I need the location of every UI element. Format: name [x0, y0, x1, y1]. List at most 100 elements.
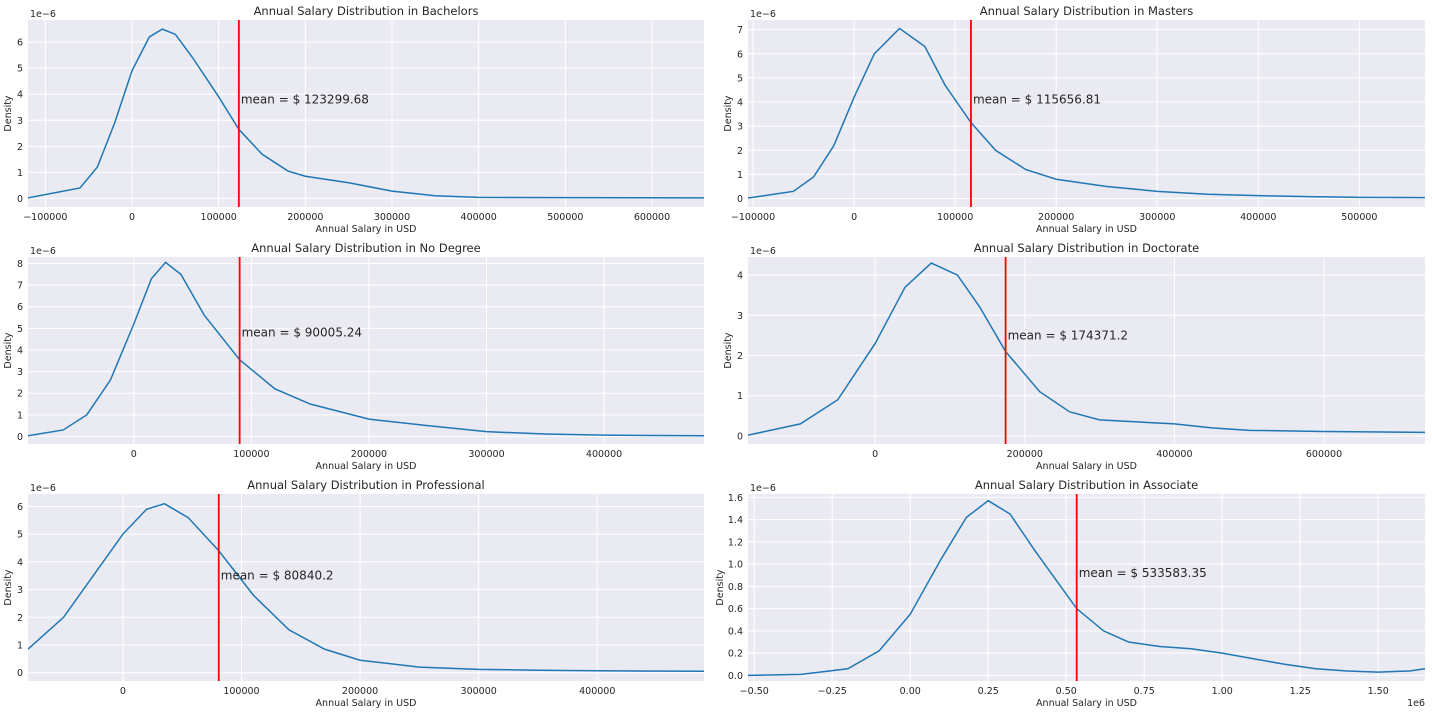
x-tick-label: 600000 — [634, 212, 670, 223]
y-tick-label: 0.6 — [728, 604, 743, 615]
y-tick-label: 5 — [17, 530, 23, 541]
subplot-2: mean = $ 90005.24 Annual Salary Distribut… — [3, 241, 704, 472]
x-tick-label: 200000 — [342, 686, 378, 697]
y-tick-label: 3 — [737, 311, 743, 322]
x-tick-label: 200000 — [287, 212, 323, 223]
x-tick-label: 100000 — [223, 686, 259, 697]
y-tick-label: 4 — [737, 271, 743, 282]
y-tick-label: 0 — [17, 668, 23, 679]
y-offset-label: 1e−6 — [30, 483, 56, 494]
plot-area — [28, 494, 704, 681]
y-tick-label: 1 — [17, 640, 23, 651]
y-tick-label: 1 — [17, 410, 23, 421]
y-tick-label: 1.6 — [728, 493, 743, 504]
x-offset-label: 1e6 — [1407, 698, 1425, 709]
x-axis-label: Annual Salary in USD — [316, 698, 417, 709]
x-tick-label: 0.00 — [900, 686, 921, 697]
y-tick-label: 4 — [737, 98, 743, 109]
x-tick-label: −0.50 — [740, 686, 769, 697]
y-tick-label: 5 — [737, 73, 743, 84]
x-tick-label: 1.00 — [1212, 686, 1233, 697]
subplot-5: mean = $ 533583.35 Annual Salary Distribu… — [715, 478, 1425, 709]
mean-annotation: mean = $ 174371.2 — [1008, 328, 1128, 342]
x-tick-label: 500000 — [1341, 212, 1377, 223]
x-tick-label: 0 — [131, 449, 137, 460]
x-tick-label: 100000 — [201, 212, 237, 223]
plot-area — [28, 20, 704, 207]
chart-title: Annual Salary Distribution in Profession… — [247, 478, 484, 492]
density-line — [28, 261, 704, 437]
y-axis-label: Density — [715, 569, 726, 605]
y-tick-label: 3 — [737, 122, 743, 133]
x-tick-label: 0.25 — [978, 686, 999, 697]
chart-title: Annual Salary Distribution in Associate — [975, 478, 1198, 492]
x-tick-label: 100000 — [233, 449, 269, 460]
chart-title: Annual Salary Distribution in No Degree — [251, 241, 480, 255]
y-offset-label: 1e−6 — [750, 483, 776, 494]
y-tick-label: 3 — [17, 367, 23, 378]
x-tick-label: 0 — [872, 449, 878, 460]
x-axis-label: Annual Salary in USD — [316, 224, 417, 235]
x-tick-label: 0 — [120, 686, 126, 697]
y-tick-label: 6 — [17, 38, 23, 49]
y-axis-label: Density — [3, 569, 14, 605]
y-tick-label: 2 — [17, 613, 23, 624]
y-tick-label: 3 — [17, 116, 23, 127]
y-axis-label: Density — [3, 332, 14, 368]
y-tick-label: 0 — [737, 194, 743, 205]
y-tick-label: 4 — [17, 345, 23, 356]
y-tick-label: 0 — [17, 194, 23, 205]
x-tick-label: 400000 — [579, 686, 615, 697]
y-tick-label: 4 — [17, 557, 23, 568]
y-offset-label: 1e−6 — [750, 246, 776, 257]
plot-area — [748, 494, 1425, 681]
x-tick-label: 300000 — [461, 686, 497, 697]
y-tick-label: 1 — [737, 391, 743, 402]
y-tick-label: 2 — [737, 351, 743, 362]
plot-area — [28, 257, 704, 444]
y-axis-label: Density — [3, 95, 14, 131]
y-tick-label: 1.2 — [728, 537, 743, 548]
x-tick-label: 300000 — [468, 449, 504, 460]
x-tick-label: 600000 — [1306, 449, 1342, 460]
x-tick-label: 1.25 — [1290, 686, 1311, 697]
x-tick-label: 500000 — [547, 212, 583, 223]
chart-title: Annual Salary Distribution in Masters — [980, 4, 1194, 18]
x-tick-label: 100000 — [937, 212, 973, 223]
x-tick-label: 1.50 — [1368, 686, 1389, 697]
subplot-1: mean = $ 115656.81 Annual Salary Distribu… — [723, 4, 1425, 235]
y-tick-label: 5 — [17, 324, 23, 335]
y-tick-label: 6 — [17, 302, 23, 313]
y-tick-label: 0.4 — [728, 626, 743, 637]
y-tick-label: 7 — [17, 281, 23, 292]
x-axis-label: Annual Salary in USD — [1036, 224, 1137, 235]
x-tick-label: 0 — [129, 212, 135, 223]
y-offset-label: 1e−6 — [750, 9, 776, 20]
mean-annotation: mean = $ 115656.81 — [973, 93, 1101, 107]
y-tick-label: 0.0 — [728, 671, 743, 682]
x-tick-label: 0 — [851, 212, 857, 223]
x-tick-label: 400000 — [1240, 212, 1276, 223]
mean-annotation: mean = $ 123299.68 — [241, 92, 369, 106]
subplot-4: mean = $ 80840.2 Annual Salary Distributi… — [3, 478, 704, 709]
x-tick-label: −0.25 — [818, 686, 847, 697]
x-axis-label: Annual Salary in USD — [1036, 698, 1137, 709]
density-line — [28, 28, 704, 199]
density-line — [748, 262, 1425, 436]
y-offset-label: 1e−6 — [30, 9, 56, 20]
x-tick-label: 400000 — [461, 212, 497, 223]
y-tick-label: 6 — [17, 502, 23, 513]
plot-area — [748, 257, 1425, 444]
subplot-3: mean = $ 174371.2 Annual Salary Distribut… — [723, 241, 1425, 472]
subplot-0: mean = $ 123299.68 Annual Salary Distribu… — [3, 4, 704, 235]
mean-annotation: mean = $ 80840.2 — [221, 569, 334, 583]
x-tick-label: 300000 — [374, 212, 410, 223]
mean-annotation: mean = $ 90005.24 — [242, 326, 362, 340]
mean-annotation: mean = $ 533583.35 — [1079, 566, 1207, 580]
y-tick-label: 0 — [737, 431, 743, 442]
x-axis-label: Annual Salary in USD — [316, 461, 417, 472]
y-tick-label: 7 — [737, 25, 743, 36]
x-tick-label: 200000 — [1007, 449, 1043, 460]
